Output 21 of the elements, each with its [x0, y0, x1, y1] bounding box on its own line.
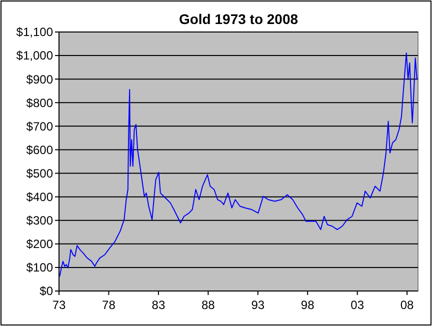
y-tick-label: $1,100: [16, 25, 54, 40]
y-tick-label: $600: [26, 142, 54, 157]
y-tick-label: $900: [26, 72, 54, 86]
x-tick-label: 98: [300, 298, 315, 312]
x-tick-label: 03: [350, 298, 364, 312]
x-tick-label: 08: [400, 298, 414, 312]
y-tick-label: $500: [26, 166, 54, 180]
x-tick-label: 73: [52, 298, 66, 312]
y-tick-label: $300: [26, 214, 54, 228]
y-tick-label: $800: [26, 96, 54, 110]
x-tick-label: 83: [152, 298, 166, 312]
x-tick-label: 78: [102, 298, 116, 312]
y-tick-label: $700: [26, 119, 54, 134]
y-tick-label: $400: [26, 190, 54, 204]
y-tick-label: $1,000: [16, 48, 54, 63]
y-tick-label: $0: [40, 284, 54, 298]
x-tick-label: 93: [251, 298, 265, 312]
y-tick-label: $200: [26, 237, 54, 252]
y-tick-label: $100: [26, 260, 54, 275]
x-tick-label: 88: [201, 298, 216, 312]
chart-title: Gold 1973 to 2008: [178, 11, 298, 27]
